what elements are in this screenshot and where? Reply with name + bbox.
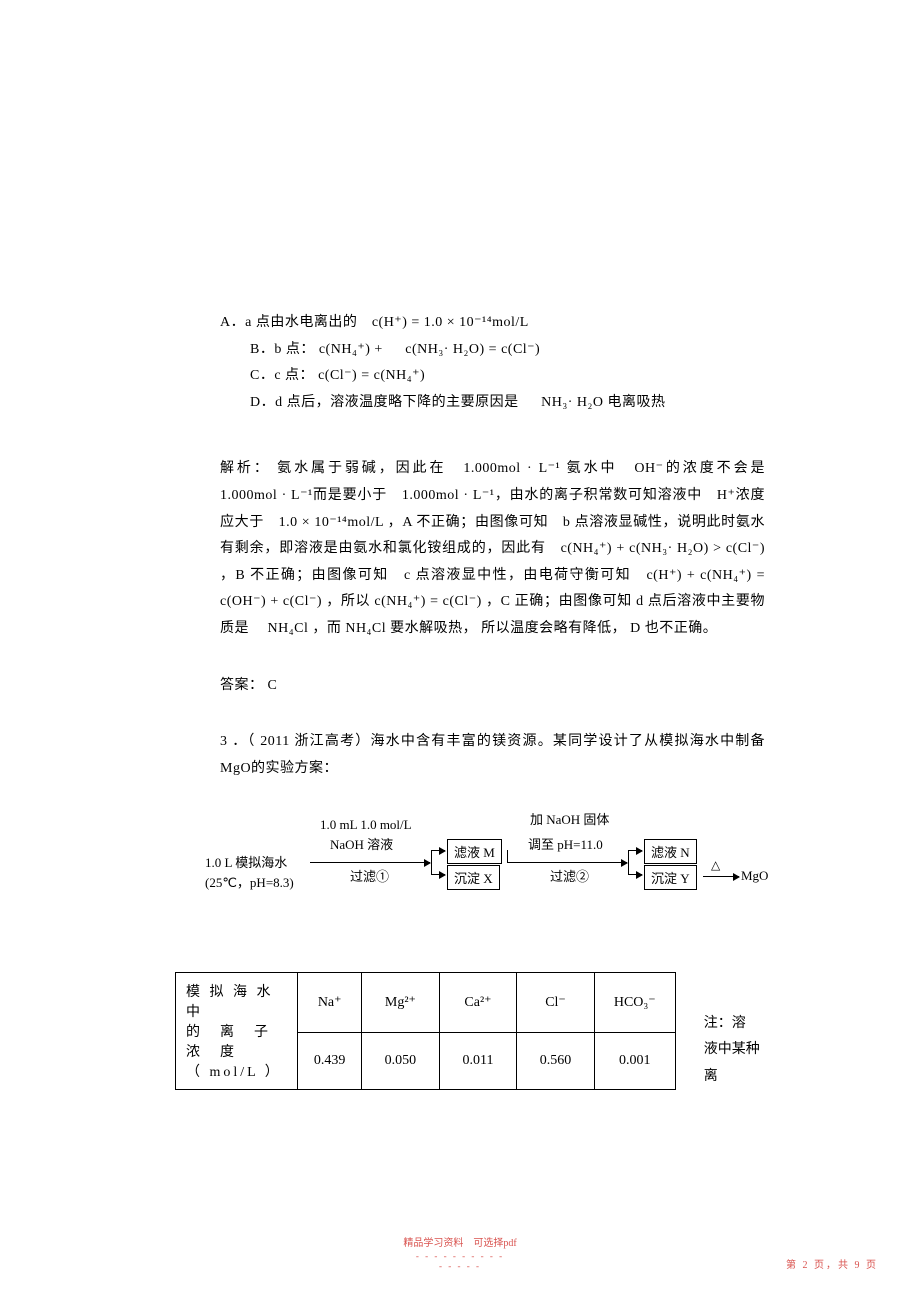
- table-label-1: 模 拟 海 水 中: [186, 985, 274, 1020]
- fc-arrow-2: [507, 862, 627, 863]
- fc-filter2: 过滤②: [550, 866, 589, 885]
- option-c-prefix: C．c 点：: [250, 368, 314, 383]
- answer-label: 答案： C: [175, 673, 765, 700]
- option-b-prefix: B．b 点：: [250, 342, 315, 357]
- table-label-3: （ mol/L ）: [186, 1065, 282, 1080]
- footer: 精品学习资料 可选择pdf - - - - - - - - - - - - - …: [0, 1234, 920, 1271]
- option-b: B．b 点： c(NH₄⁺) + c(NH₃· H₂O) = c(Cl⁻): [175, 337, 765, 364]
- fc-reagent-1: 1.0 mL 1.0 mol/L: [320, 817, 412, 833]
- footer-main: 精品学习资料 可选择pdf: [403, 1238, 516, 1249]
- fc-reagent-2: NaOH 溶液: [330, 834, 393, 853]
- fc-mgo: MgO: [741, 868, 768, 884]
- option-c: C．c 点： c(Cl⁻) = c(NH₄⁺): [175, 363, 765, 390]
- fc-arrow-3: [703, 876, 739, 877]
- fc-precip-y: 沉淀 Y: [644, 865, 697, 890]
- td-mg: 0.050: [362, 1032, 440, 1090]
- flowchart: 1.0 L 模拟海水 (25℃，pH=8.3) 1.0 mL 1.0 mol/L…: [205, 792, 780, 922]
- option-b-expr: c(NH₄⁺) + c(NH₃· H₂O) = c(Cl⁻): [319, 342, 540, 357]
- fc-liquid-n: 滤液 N: [644, 839, 697, 864]
- fc-add-naoh: 加 NaOH 固体: [530, 809, 609, 828]
- option-c-expr: c(Cl⁻) = c(NH₄⁺): [318, 368, 425, 383]
- td-hco3: 0.001: [594, 1032, 675, 1090]
- fc-connector-1: [507, 850, 508, 862]
- question-3-intro: 3 ．（ 2011 浙江高考）海水中含有丰富的镁资源。某同学设计了从模拟海水中制…: [175, 729, 765, 782]
- table-note-l2: 液中某种离: [704, 1037, 765, 1090]
- page-number: 第 2 页，共 9 页: [786, 1256, 878, 1271]
- td-ca: 0.011: [439, 1032, 516, 1090]
- ion-concentration-table: 模 拟 海 水 中 的 离 子 浓 度 （ mol/L ） Na⁺ Mg²⁺ C…: [175, 972, 676, 1090]
- fc-delta: △: [711, 858, 720, 873]
- th-ca: Ca²⁺: [439, 973, 516, 1032]
- th-na: Na⁺: [298, 973, 362, 1032]
- fc-arrow-1: [310, 862, 430, 863]
- option-a: A．a 点由水电离出的 c(H⁺) = 1.0 × 10⁻¹⁴mol/L: [175, 310, 765, 337]
- th-mg: Mg²⁺: [362, 973, 440, 1032]
- analysis-text: 解析： 氨水属于弱碱，因此在 1.000mol · L⁻¹ 氨水中 OH⁻的浓度…: [175, 456, 765, 642]
- fc-filter1: 过滤①: [350, 866, 389, 885]
- table-label-2: 的 离 子 浓 度: [186, 1025, 288, 1060]
- fc-seawater-2: (25℃，pH=8.3): [205, 872, 294, 891]
- td-na: 0.439: [298, 1032, 362, 1090]
- footer-underline: - - - - - - - - - - - - - - -: [415, 1251, 505, 1271]
- fc-precip-x: 沉淀 X: [447, 865, 500, 890]
- fc-adjust-ph: 调至 pH=11.0: [528, 834, 603, 853]
- td-cl: 0.560: [517, 1032, 595, 1090]
- option-d: D．d 点后，溶液温度略下降的主要原因是 NH₃· H₂O 电离吸热: [175, 390, 765, 417]
- fc-liquid-m: 滤液 M: [447, 839, 502, 864]
- th-hco3: HCO₃⁻: [594, 973, 675, 1032]
- table-note: 注：溶 液中某种离: [704, 1011, 765, 1091]
- fc-seawater-1: 1.0 L 模拟海水: [205, 852, 287, 871]
- table-note-l1: 注：溶: [704, 1011, 765, 1038]
- th-cl: Cl⁻: [517, 973, 595, 1032]
